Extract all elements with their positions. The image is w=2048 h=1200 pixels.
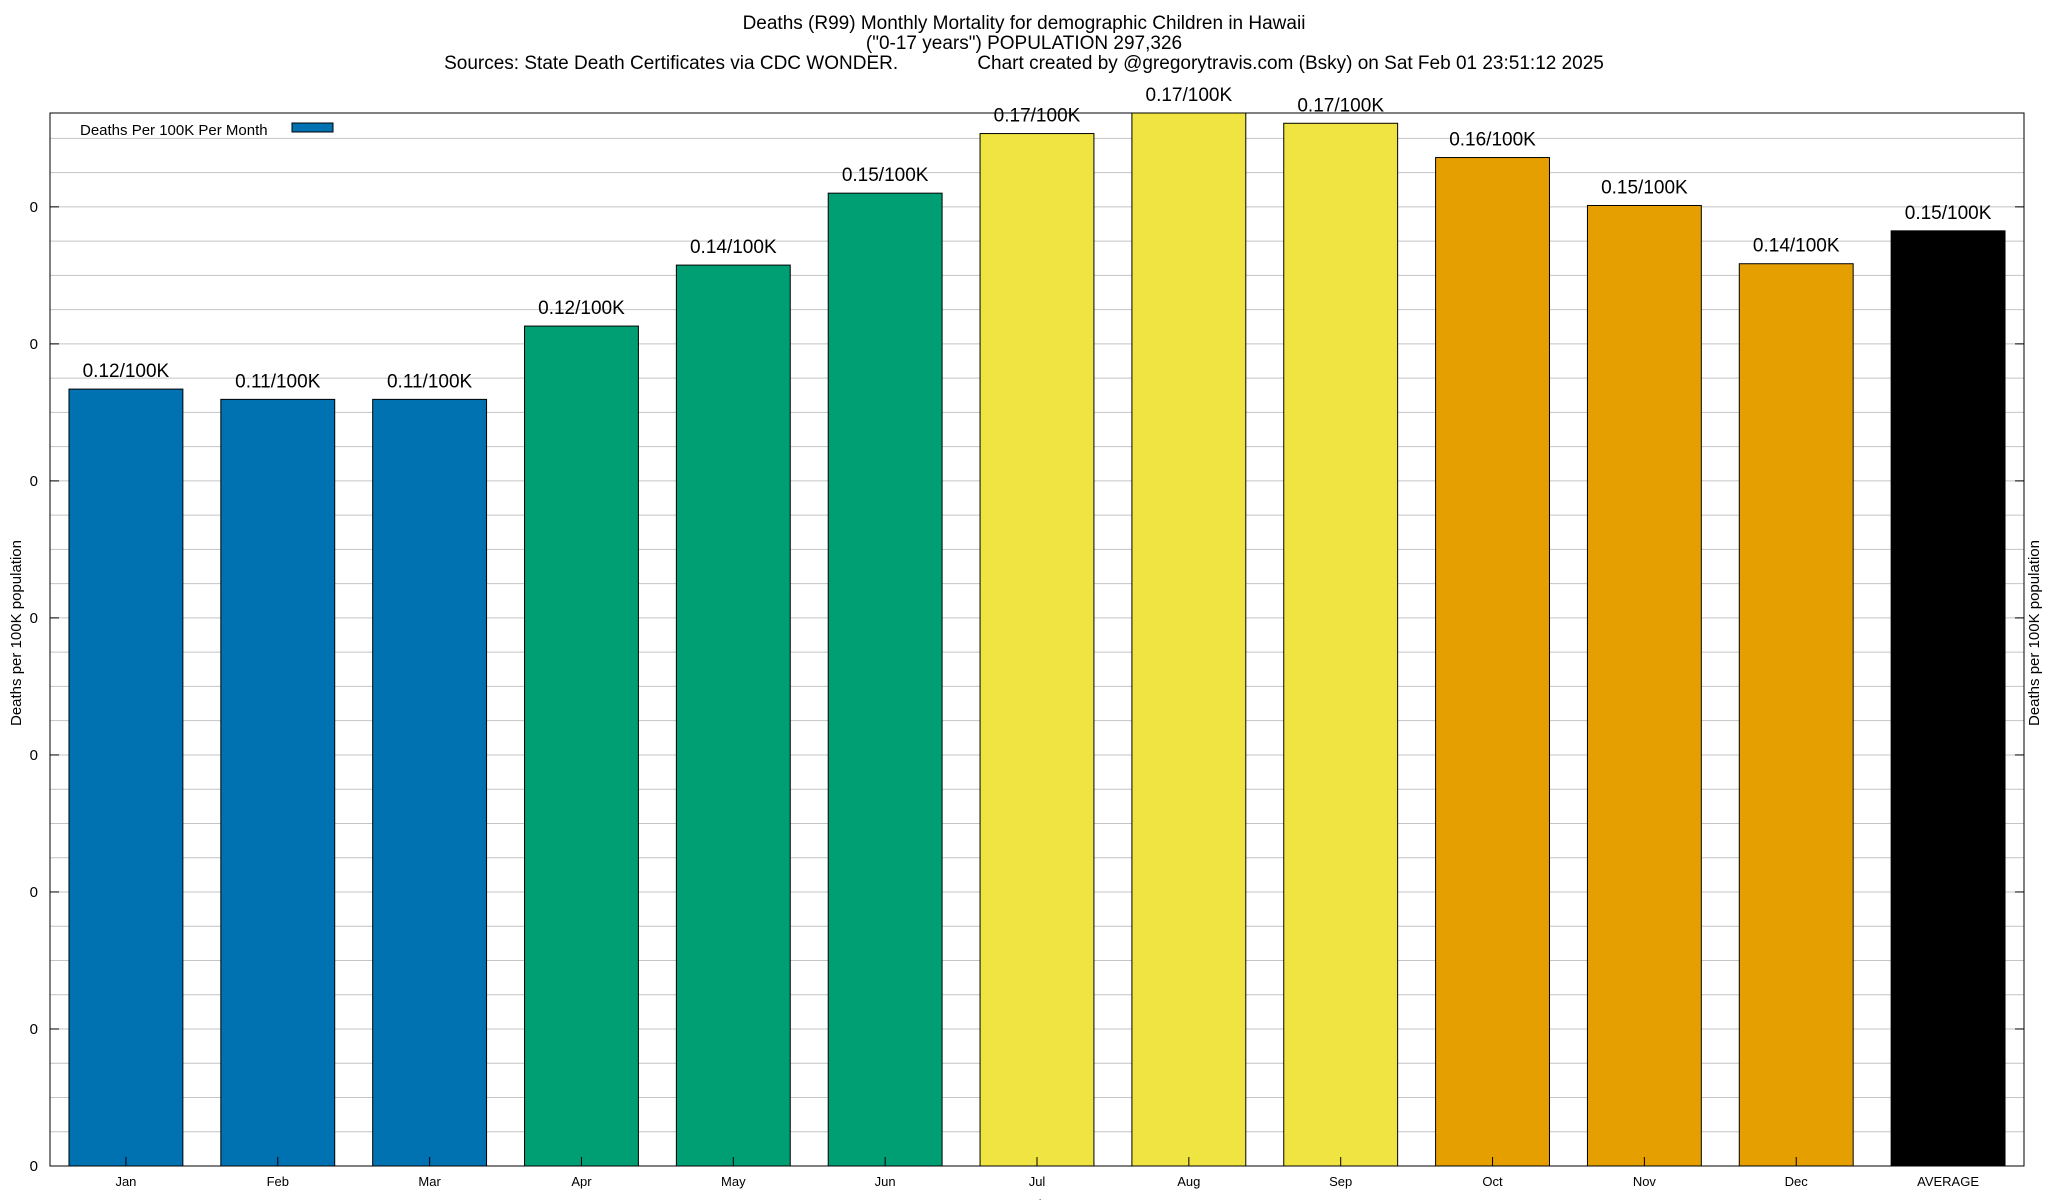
legend-label: Deaths Per 100K Per Month: [80, 122, 268, 139]
x-tick-label: Dec: [1785, 1174, 1809, 1189]
data-label: 0.11/100K: [387, 371, 473, 392]
bar-average: [1890, 230, 2006, 1167]
chart-source-line: Sources: State Death Certificates via CD…: [0, 54, 2048, 74]
y-tick-label: 0: [30, 336, 38, 353]
y-tick-label: 0: [30, 473, 38, 490]
data-label: 0.17/100K: [994, 106, 1081, 127]
bar-jan: [68, 388, 184, 1167]
bar-oct: [1435, 157, 1550, 1167]
y-tick-label: 0: [30, 747, 38, 764]
bar-feb: [220, 398, 336, 1167]
y-tick-label: 0: [30, 1021, 38, 1038]
axes: 0 0 0 0 0 0 0 0 Jan Feb Mar Apr May Jun Jul Aug Sep Oct No…: [30, 112, 2025, 1200]
data-label: 0.11/100K: [235, 371, 321, 392]
bars: [68, 112, 2006, 1167]
y-axis-label: Deaths per 100K population: [8, 540, 25, 727]
data-label: 0.15/100K: [1601, 177, 1688, 198]
bar-apr: [524, 325, 639, 1167]
data-label: 0.12/100K: [538, 298, 625, 319]
data-label: 0.12/100K: [83, 361, 170, 382]
data-label: 0.14/100K: [690, 237, 777, 258]
y2-axis-label: Deaths per 100K population: [2026, 540, 2043, 727]
y-tick-label: 0: [30, 610, 38, 627]
x-tick-label: Oct: [1482, 1174, 1503, 1189]
bar-jun: [827, 192, 943, 1167]
bar-jul: [979, 133, 1095, 1167]
x-tick-label: Mar: [418, 1174, 441, 1189]
x-tick-label: Nov: [1633, 1174, 1657, 1189]
plot-frame: [49, 112, 2025, 1167]
data-label: 0.17/100K: [1146, 85, 1233, 106]
x-axis-label: Month: [1003, 1198, 1047, 1200]
x-tick-label: Apr: [571, 1174, 592, 1189]
data-labels: 0.12/100K 0.11/100K 0.11/100K 0.12/100K 0.14…: [83, 85, 1992, 392]
data-label: 0.15/100K: [842, 165, 929, 186]
x-tick-label: Aug: [1177, 1174, 1200, 1189]
bar-dec: [1738, 263, 1854, 1167]
chart-title: Deaths (R99) Monthly Mortality for demog…: [742, 13, 1306, 34]
bar-sep: [1283, 122, 1399, 1167]
x-tick-label: Jun: [875, 1174, 896, 1189]
data-label: 0.16/100K: [1449, 130, 1536, 151]
y-tick-label: 0: [30, 884, 38, 901]
bar-nov: [1586, 204, 1702, 1167]
y-tick-label: 0: [30, 1158, 38, 1175]
legend-swatch: [291, 122, 334, 133]
x-tick-label: Feb: [267, 1174, 289, 1189]
data-label: 0.17/100K: [1297, 95, 1384, 116]
bar-may: [675, 264, 791, 1167]
legend: Deaths Per 100K Per Month: [80, 122, 334, 139]
chart-sources: Sources: State Death Certificates via CD…: [444, 53, 899, 74]
data-label: 0.15/100K: [1905, 203, 1992, 224]
x-tick-label: Jan: [115, 1174, 136, 1189]
chart-credit: Chart created by @gregorytravis.com (Bsk…: [977, 53, 1604, 74]
x-tick-label: Jul: [1029, 1174, 1046, 1189]
chart-subtitle: ("0-17 years") POPULATION 297,326: [865, 33, 1183, 54]
bar-mar: [372, 398, 488, 1167]
chart-title-block: Deaths (R99) Monthly Mortality for demog…: [0, 14, 2048, 74]
bar-aug: [1131, 112, 1247, 1167]
x-tick-label: AVERAGE: [1917, 1174, 1979, 1189]
x-tick-label: Sep: [1329, 1174, 1352, 1189]
data-label: 0.14/100K: [1753, 236, 1840, 257]
x-tick-label: May: [721, 1174, 746, 1189]
y-tick-label: 0: [30, 199, 38, 216]
